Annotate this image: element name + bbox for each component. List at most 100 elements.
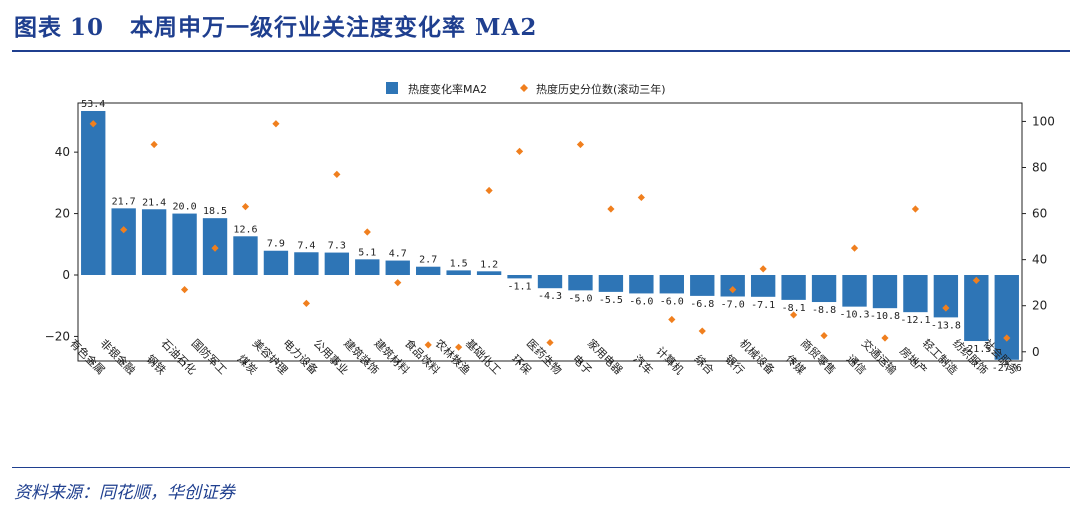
- data-label: -5.5: [599, 295, 623, 306]
- right-axis-tick-label: 0: [1032, 345, 1040, 359]
- left-axis-tick-label: −20: [45, 329, 70, 343]
- percentile-point-食品饮料: [424, 341, 432, 349]
- bar-煤炭: [233, 236, 258, 275]
- bar-银行: [720, 275, 745, 297]
- percentile-point-汽车: [637, 193, 645, 202]
- percentile-point-商贸零售: [820, 332, 828, 340]
- percentile-point-非银金融: [120, 226, 128, 234]
- data-label: -21.5: [961, 344, 991, 355]
- percentile-point-医药生物: [546, 338, 554, 347]
- percentile-point-电力设备: [302, 299, 310, 308]
- percentile-point-房地产: [911, 205, 920, 213]
- bar-电力设备: [294, 252, 319, 275]
- legend: 热度变化率MA2 热度历史分位数(滚动三年): [386, 82, 666, 96]
- bar-有色金属: [81, 110, 106, 275]
- data-label: -27.6: [992, 363, 1022, 374]
- percentile-point-社会服务: [1003, 334, 1011, 342]
- data-label: -1.1: [508, 281, 532, 292]
- data-label: -6.8: [690, 299, 714, 310]
- percentile-point-计算机: [668, 315, 676, 324]
- bar-通信: [842, 275, 867, 307]
- data-label: -10.3: [839, 310, 869, 321]
- bar-电子: [568, 275, 593, 291]
- data-label: 21.4: [142, 197, 166, 208]
- right-axis-tick-label: 20: [1032, 299, 1047, 313]
- percentile-point-钢铁: [150, 140, 158, 149]
- bar-计算机: [659, 275, 684, 294]
- percentile-point-建筑装饰: [363, 228, 371, 236]
- data-label: 20.0: [173, 202, 197, 213]
- plot-area: 40 20 0 −20 100 80 60 40 20 0 53.4 21.7 21.4 20.0 18.5…: [45, 99, 1055, 377]
- data-label: 2.7: [419, 255, 437, 266]
- percentile-point-机械设备: [759, 265, 767, 273]
- data-label: 7.9: [267, 239, 285, 250]
- bar-农林牧渔: [446, 270, 471, 275]
- right-axis-tick-label: 40: [1032, 253, 1047, 267]
- bar-基础化工: [476, 271, 502, 275]
- bar-环保: [507, 275, 532, 279]
- data-label: 1.5: [450, 258, 468, 269]
- percentile-point-农林牧渔: [455, 343, 463, 351]
- percentile-point-轻工制造: [942, 304, 950, 312]
- figure-title: 图表 10 本周申万一级行业关注度变化率 MA2: [14, 8, 537, 42]
- data-label: -13.8: [931, 320, 961, 331]
- bar-钢铁: [141, 209, 167, 275]
- source-note: 资料来源：同花顺，华创证券: [14, 483, 235, 503]
- bar-商贸零售: [811, 275, 837, 303]
- x-axis-label: 通信: [844, 352, 869, 377]
- percentile-point-传媒: [790, 311, 798, 319]
- x-axis-label: 钢铁: [143, 352, 168, 377]
- bar-汽车: [629, 275, 654, 294]
- percentile-point-银行: [729, 285, 737, 294]
- percentile-point-交通运输: [881, 334, 889, 342]
- legend-marker-label: 热度历史分位数(滚动三年): [536, 82, 666, 96]
- bar-综合: [690, 275, 715, 296]
- percentile-point-美容护理: [272, 120, 280, 128]
- bar-美容护理: [263, 250, 289, 275]
- data-label: -8.8: [812, 305, 836, 316]
- percentile-point-有色金属: [89, 120, 97, 128]
- left-axis-tick-label: 40: [55, 145, 70, 159]
- percentile-point-煤炭: [241, 203, 250, 211]
- data-label: 18.5: [203, 206, 227, 217]
- bar-医药生物: [537, 275, 563, 289]
- figure-label: 图表: [14, 14, 62, 41]
- left-axis-tick-label: 20: [55, 207, 70, 221]
- percentile-point-基础化工: [485, 186, 493, 195]
- data-label: -7.0: [721, 300, 745, 311]
- left-axis-tick-label: 0: [62, 268, 70, 282]
- data-label: -7.1: [751, 300, 775, 311]
- percentile-point-公用事业: [333, 170, 341, 179]
- legend-bar-swatch: [386, 82, 398, 94]
- bar-家用电器: [598, 275, 624, 292]
- data-label: 1.2: [480, 259, 498, 270]
- data-label: 7.3: [328, 241, 346, 252]
- x-axis-label: 传媒: [783, 352, 808, 377]
- x-axis-label: 电子: [570, 352, 595, 377]
- percentile-point-电子: [576, 140, 585, 149]
- percentile-point-建筑材料: [394, 279, 402, 287]
- x-axis-label: 银行: [722, 352, 747, 377]
- data-label: 12.6: [233, 224, 257, 235]
- x-axis-label: 综合: [692, 352, 717, 377]
- legend-bar-label: 热度变化率MA2: [408, 82, 487, 96]
- percentile-point-家用电器: [607, 205, 615, 213]
- data-label: -6.0: [660, 296, 684, 307]
- figure-title-text: 本周申万一级行业关注度变化率 MA2: [130, 14, 538, 41]
- percentile-point-石油石化: [180, 285, 189, 294]
- data-label: -12.1: [900, 315, 930, 326]
- bar-建筑装饰: [355, 259, 380, 275]
- footer-divider: [12, 467, 1070, 468]
- right-axis-tick-label: 80: [1032, 161, 1047, 175]
- data-label: 5.1: [358, 247, 376, 258]
- data-label: -10.8: [870, 311, 900, 322]
- x-axis-label: 汽车: [631, 352, 656, 377]
- data-label: -8.1: [782, 303, 806, 314]
- bar-机械设备: [750, 275, 776, 297]
- x-axis-label: 煤炭: [235, 352, 260, 377]
- data-label: -4.3: [538, 291, 562, 302]
- bar-传媒: [781, 275, 806, 300]
- bar-石油石化: [172, 213, 197, 275]
- data-label: -6.0: [629, 296, 653, 307]
- figure-number: 10: [70, 14, 105, 41]
